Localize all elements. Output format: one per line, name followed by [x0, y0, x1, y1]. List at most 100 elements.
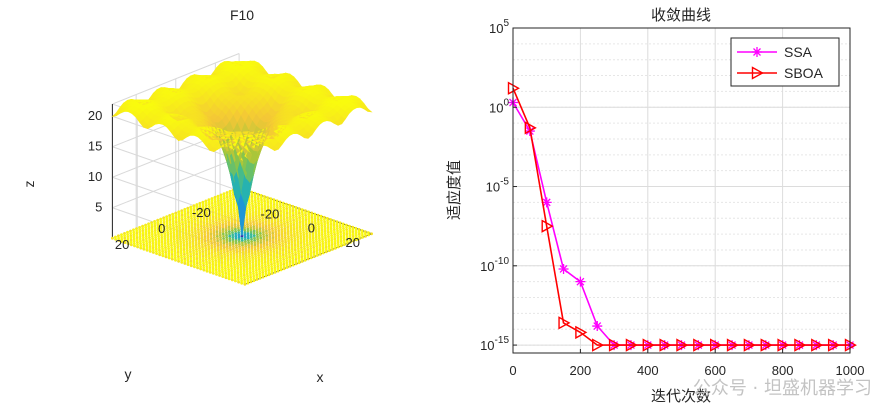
contour-point [297, 259, 301, 262]
contour-point [261, 228, 265, 232]
contour-point [220, 202, 224, 206]
contour-point [255, 275, 259, 279]
contour-point [235, 253, 239, 256]
contour-point [278, 202, 282, 206]
contour-point [233, 270, 237, 274]
contour-point [214, 266, 218, 269]
contour-point [186, 256, 190, 260]
contour-point [234, 232, 238, 236]
contour-point [242, 257, 245, 261]
contour-point [298, 214, 301, 217]
contour-point [170, 248, 174, 252]
contour-point [193, 265, 196, 269]
contour-point [216, 248, 220, 252]
data-point [541, 219, 554, 233]
contour-point [205, 269, 209, 273]
contour-point [261, 268, 264, 272]
contour-point [139, 239, 142, 243]
contour-point [202, 212, 206, 216]
contour-point [114, 235, 117, 239]
contour-point [211, 217, 215, 221]
contour-point [257, 253, 260, 257]
contour-point [320, 228, 324, 232]
contour-point [204, 255, 208, 259]
contour-point [271, 236, 275, 240]
contour-point [255, 278, 259, 281]
contour-point [208, 209, 212, 213]
contour-point [285, 254, 288, 258]
contour-point [151, 246, 155, 250]
contour-point [263, 202, 267, 205]
contour-point [254, 257, 258, 261]
contour-point [289, 226, 293, 230]
contour-point [236, 212, 240, 216]
contour-point [275, 249, 279, 252]
contour-point [311, 239, 315, 242]
contour-point [329, 218, 332, 221]
contour-point [216, 197, 220, 200]
contour-point [321, 247, 325, 250]
contour-point [136, 245, 140, 249]
contour-point [162, 225, 166, 229]
contour-point [287, 248, 291, 252]
contour-point [250, 195, 254, 199]
contour-point [207, 254, 211, 258]
contour-point [329, 222, 333, 226]
contour-point [211, 208, 215, 212]
contour-point [205, 265, 209, 268]
contour-point [205, 211, 209, 214]
contour-point [339, 237, 343, 241]
contour-point [276, 217, 280, 221]
data-point [794, 338, 807, 352]
contour-point [234, 237, 238, 240]
contour-point [185, 249, 189, 253]
contour-point [178, 233, 182, 237]
contour-point [173, 256, 177, 260]
contour-point [302, 235, 306, 239]
contour-point [206, 234, 210, 237]
contour-point [156, 221, 160, 224]
y-tick-label: 10-15 [480, 335, 509, 353]
contour-point [236, 271, 240, 275]
contour-point [223, 257, 227, 261]
contour-point [296, 240, 300, 244]
contour-point [151, 237, 155, 241]
contour-point [225, 191, 229, 194]
contour-point [253, 241, 257, 245]
contour-point [312, 246, 316, 249]
surface-title: F10 [230, 7, 254, 23]
contour-point [247, 248, 251, 252]
contour-point [196, 216, 200, 220]
contour-point [279, 207, 282, 211]
contour-point [275, 255, 279, 259]
contour-point [179, 244, 183, 248]
contour-point [250, 197, 254, 201]
contour-point [304, 218, 308, 222]
contour-point [160, 238, 164, 242]
contour-point [284, 250, 288, 253]
contour-point [198, 253, 202, 257]
contour-point [189, 259, 193, 263]
contour-point [171, 217, 175, 221]
contour-point [193, 225, 197, 228]
contour-point [339, 242, 343, 245]
contour-point [312, 243, 315, 247]
contour-point [226, 263, 230, 267]
contour-point [169, 234, 173, 238]
contour-point [279, 259, 282, 263]
contour-point [186, 209, 190, 212]
contour-point [346, 242, 349, 245]
contour-point [200, 234, 204, 237]
contour-point [292, 230, 296, 234]
contour-point [238, 251, 242, 255]
contour-point [348, 224, 351, 228]
contour-point [180, 209, 184, 213]
contour-point [345, 228, 348, 232]
contour-point [246, 223, 249, 226]
contour-point [141, 236, 145, 240]
contour-point [274, 232, 278, 236]
contour-point [175, 230, 179, 233]
contour-point [147, 222, 151, 226]
contour-point [245, 218, 249, 222]
